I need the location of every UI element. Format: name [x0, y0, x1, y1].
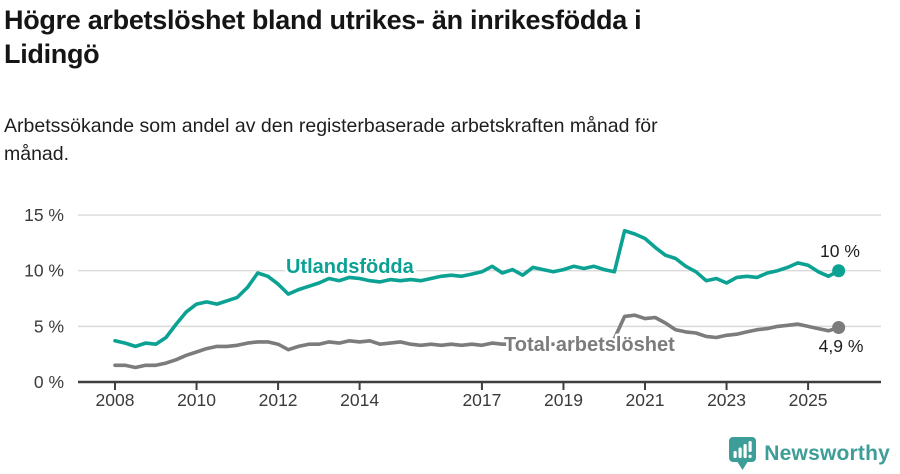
x-axis-tick-label: 2014 [340, 390, 379, 410]
newsworthy-branding: Newsworthy [728, 436, 890, 471]
series-end-value-label-0: 10 % [820, 241, 860, 261]
y-axis-tick-label: 0 % [34, 372, 64, 392]
brand-name: Newsworthy [764, 441, 890, 465]
x-axis-tick-label: 2010 [177, 390, 216, 410]
x-axis-tick-label: 2017 [462, 390, 501, 410]
series-end-dot-1 [832, 320, 846, 334]
chart-subtitle: Arbetssökande som andel av den registerb… [4, 113, 844, 168]
series-inline-label-0: Utlandsfödda [286, 256, 415, 278]
x-axis-tick-label: 2021 [626, 390, 665, 410]
page-title-line-1: Högre arbetslöshet bland utrikes- än inr… [4, 5, 642, 35]
series-end-value-label-1: 4,9 % [819, 336, 864, 356]
y-axis-tick-label: 5 % [34, 316, 64, 336]
series-line-1 [113, 313, 841, 370]
x-axis-tick-label: 2025 [789, 390, 828, 410]
unemployment-line-chart: 15 % 10 % 5 % 0 % 2008 2010 2012 2014 2017 2019 20… [24, 205, 881, 410]
x-axis-tick-label: 2023 [707, 390, 746, 410]
y-axis-tick-label: 15 % [24, 205, 64, 225]
chart-subtitle-line-2: månad. [4, 142, 70, 165]
series-end-dot-0 [832, 264, 846, 278]
y-axis-tick-label: 10 % [24, 261, 64, 281]
x-axis-tick-label: 2012 [259, 390, 298, 410]
page-title-line-2: Lidingö [4, 38, 100, 69]
series-line-0 [113, 228, 841, 349]
bar-chart-speech-bubble-icon [729, 437, 757, 470]
page-title: Högre arbetslöshet bland utrikes- än inr… [4, 4, 854, 72]
x-axis-tick-label: 2008 [96, 390, 135, 410]
chart-subtitle-line-1: Arbetssökande som andel av den registerb… [4, 115, 658, 137]
x-axis-tick-label: 2019 [544, 390, 583, 410]
series-inline-label-1: Total arbetslöshet [504, 334, 675, 356]
